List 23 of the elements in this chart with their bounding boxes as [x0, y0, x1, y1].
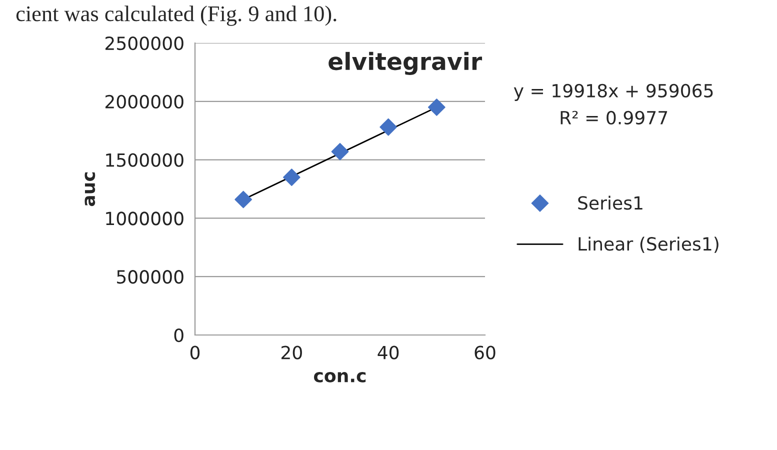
y-axis-title: auc — [84, 172, 96, 206]
y-tick-label: 1500000 — [106, 153, 184, 167]
chart-title: elvitegravir — [328, 52, 482, 75]
point — [428, 98, 446, 116]
x-tick-label: 40 — [378, 346, 399, 360]
text: R² = 0.9977 — [560, 110, 668, 124]
point — [380, 118, 398, 136]
point — [282, 168, 300, 186]
y-tick-label: 500000 — [117, 270, 184, 284]
x-axis-title: con.c — [314, 372, 366, 382]
y-tick-label: 1000000 — [106, 212, 184, 226]
y-tick-label: 2500000 — [105, 36, 184, 50]
text: y = 19918x + 959065 — [514, 84, 713, 101]
point — [331, 142, 349, 160]
legend-label: Linear (Series1) — [578, 236, 718, 253]
x-tick-label: 0 — [190, 346, 200, 360]
x-tick-label: 60 — [474, 346, 496, 360]
y-tick-label: 0 — [174, 328, 184, 342]
legend-label: Series1 — [578, 196, 642, 210]
x-tick-label: 20 — [282, 346, 302, 360]
y-tick-label: 2000000 — [105, 94, 184, 109]
text: cient was calculated (Fig. 9 and 10). — [16, 6, 336, 26]
point — [234, 190, 252, 208]
